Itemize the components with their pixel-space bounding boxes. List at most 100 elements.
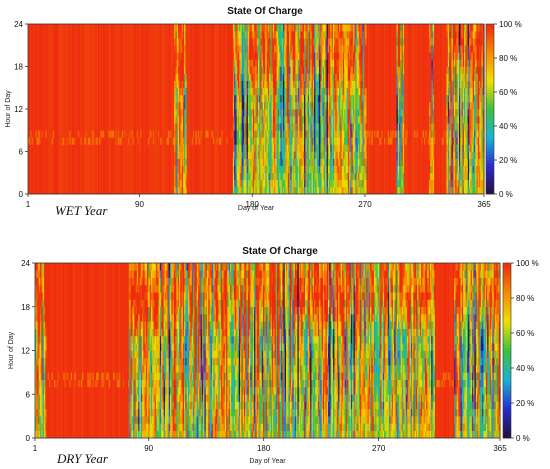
heatmap-cell bbox=[192, 357, 195, 373]
heatmap-cell bbox=[324, 179, 326, 188]
heatmap-cell bbox=[282, 172, 285, 181]
heatmap-cell bbox=[148, 350, 151, 359]
heatmap-cell bbox=[159, 24, 162, 195]
heatmap-cell bbox=[256, 263, 259, 278]
heatmap-cell bbox=[466, 158, 469, 174]
heatmap-cell bbox=[284, 130, 286, 145]
heatmap-cell bbox=[330, 130, 333, 138]
heatmap-cell bbox=[294, 186, 296, 195]
heatmap-cell bbox=[420, 24, 423, 195]
heatmap-cell bbox=[129, 277, 132, 286]
heatmap-cell bbox=[467, 179, 470, 188]
heatmap-cell bbox=[198, 306, 200, 315]
heatmap-cell bbox=[185, 172, 188, 181]
heatmap-cell bbox=[294, 179, 296, 188]
heatmap-cell bbox=[325, 24, 328, 32]
heatmap-cell bbox=[210, 401, 213, 410]
heatmap-cell bbox=[169, 24, 172, 131]
heatmap-cell bbox=[466, 144, 469, 152]
heatmap-cell bbox=[175, 372, 178, 380]
heatmap-cell bbox=[163, 328, 166, 337]
heatmap-cell bbox=[40, 24, 43, 195]
heatmap-cell bbox=[325, 186, 328, 195]
heatmap-cell bbox=[235, 270, 237, 278]
heatmap-cell bbox=[36, 292, 39, 300]
heatmap-cell bbox=[352, 80, 355, 96]
heatmap-cell bbox=[166, 314, 169, 329]
heatmap-cell bbox=[182, 165, 185, 174]
heatmap-cell bbox=[150, 386, 153, 395]
heatmap-cell bbox=[51, 137, 54, 145]
heatmap-cell bbox=[239, 73, 241, 81]
heatmap-cell bbox=[324, 186, 326, 195]
heatmap-cell bbox=[219, 343, 222, 351]
heatmap-cell bbox=[247, 59, 250, 67]
heatmap-cell bbox=[190, 416, 193, 424]
heatmap-cell bbox=[429, 130, 431, 138]
heatmap-cell bbox=[219, 306, 222, 315]
heatmap-cell bbox=[240, 408, 242, 432]
heatmap-cell bbox=[402, 186, 405, 195]
heatmap-cell bbox=[189, 372, 192, 380]
heatmap-cell bbox=[324, 123, 326, 138]
chart-title: State Of Charge bbox=[227, 6, 303, 17]
heatmap-cell bbox=[294, 24, 296, 74]
heatmap-cell bbox=[243, 343, 246, 351]
heatmap-cell bbox=[140, 372, 143, 380]
heatmap-cell bbox=[212, 350, 214, 359]
heatmap-cell bbox=[402, 24, 405, 39]
heatmap-cell bbox=[212, 416, 214, 424]
heatmap-cell bbox=[231, 408, 234, 417]
heatmap-cell bbox=[176, 24, 179, 32]
heatmap-cell bbox=[475, 59, 478, 67]
heatmap-cell bbox=[365, 38, 368, 46]
heatmap-cell bbox=[222, 372, 225, 388]
heatmap-cell bbox=[176, 52, 179, 60]
heatmap-cell bbox=[281, 158, 284, 166]
heatmap-cell bbox=[405, 137, 408, 145]
heatmap-cell bbox=[299, 144, 301, 152]
heatmap-cell bbox=[93, 263, 96, 439]
heatmap-cell bbox=[359, 24, 361, 39]
heatmap-cell bbox=[292, 24, 295, 32]
heatmap-cell bbox=[251, 151, 254, 159]
heatmap-cell bbox=[347, 123, 350, 131]
heatmap-cell bbox=[399, 24, 401, 67]
heatmap-cell bbox=[236, 179, 239, 188]
heatmap-cell bbox=[377, 130, 380, 138]
heatmap-cell bbox=[180, 158, 183, 174]
heatmap-cell bbox=[181, 335, 184, 359]
heatmap-cell bbox=[198, 401, 200, 410]
heatmap-cell bbox=[386, 24, 389, 195]
heatmap-cell bbox=[391, 144, 394, 195]
heatmap-cell bbox=[350, 66, 353, 74]
heatmap-cell bbox=[206, 328, 209, 337]
heatmap-cell bbox=[152, 386, 155, 395]
heatmap-cell bbox=[404, 24, 406, 138]
heatmap-cell bbox=[396, 87, 399, 96]
heatmap-cell bbox=[469, 186, 471, 195]
heatmap-cell bbox=[387, 144, 390, 195]
heatmap-cell bbox=[175, 343, 178, 351]
heatmap-cell bbox=[350, 123, 353, 138]
heatmap-cell bbox=[175, 277, 178, 308]
heatmap-cell bbox=[237, 270, 240, 278]
heatmap-cell bbox=[467, 38, 470, 46]
heatmap-cell bbox=[131, 416, 134, 424]
heatmap-cell bbox=[219, 270, 222, 278]
heatmap-cell bbox=[446, 130, 449, 145]
heatmap-cell bbox=[141, 24, 144, 195]
heatmap-cell bbox=[432, 45, 435, 53]
heatmap-cell bbox=[181, 401, 184, 410]
heatmap-cell bbox=[57, 24, 60, 195]
heatmap-cell bbox=[269, 59, 271, 67]
heatmap-cell bbox=[360, 38, 363, 74]
heatmap-cell bbox=[360, 101, 363, 110]
heatmap-cell bbox=[206, 335, 209, 344]
heatmap-cell bbox=[217, 263, 220, 278]
heatmap-cell bbox=[341, 101, 344, 110]
heatmap-cell bbox=[45, 416, 48, 424]
heatmap-cell bbox=[310, 151, 313, 159]
heatmap-cell bbox=[196, 379, 199, 402]
heatmap-cell bbox=[324, 59, 326, 67]
